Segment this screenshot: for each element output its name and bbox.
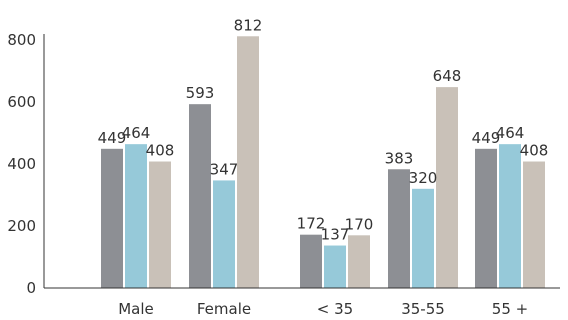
- bar: [499, 144, 521, 288]
- x-tick-label: 55 +: [492, 300, 528, 318]
- bar-value-label: 137: [321, 226, 350, 244]
- bar-value-label: 812: [234, 16, 263, 34]
- x-tick-label: < 35: [317, 300, 353, 318]
- bar: [412, 188, 434, 288]
- bar: [101, 148, 123, 288]
- y-tick-label: 0: [26, 279, 36, 297]
- value-labels-group: 4494644085933478121721371703833206484494…: [98, 16, 549, 243]
- bar-value-label: 347: [210, 160, 239, 178]
- x-tick-label: Male: [118, 300, 154, 318]
- bar-value-label: 172: [297, 215, 326, 233]
- bar: [189, 104, 211, 288]
- bar: [436, 87, 458, 289]
- bar: [348, 235, 370, 288]
- y-tick-label: 400: [7, 155, 36, 173]
- bar: [125, 144, 147, 288]
- y-tick-label: 200: [7, 217, 36, 235]
- bar: [149, 161, 171, 288]
- bar-value-label: 408: [520, 142, 549, 160]
- x-tick-label: Female: [197, 300, 251, 318]
- bar: [475, 148, 497, 288]
- x-axis: Male Female < 35 35-55 55 +: [118, 300, 528, 318]
- y-tick-label: 600: [7, 93, 36, 111]
- bars-group: [101, 36, 545, 289]
- bar: [324, 245, 346, 288]
- y-axis: 0 200 400 600 800: [7, 31, 36, 297]
- bar: [213, 180, 235, 288]
- bar-value-label: 383: [385, 149, 414, 167]
- bar: [388, 169, 410, 288]
- x-tick-label: 35-55: [401, 300, 445, 318]
- bar-value-label: 648: [433, 67, 462, 85]
- bar-value-label: 170: [345, 215, 374, 233]
- bar: [300, 234, 322, 288]
- bar-value-label: 449: [472, 129, 501, 147]
- bar-value-label: 464: [122, 124, 151, 142]
- bar: [523, 161, 545, 288]
- y-tick-label: 800: [7, 31, 36, 49]
- bar-value-label: 408: [146, 142, 175, 160]
- bar: [237, 36, 259, 288]
- bar-value-label: 449: [98, 129, 127, 147]
- bar-value-label: 320: [409, 169, 438, 187]
- bar-value-label: 593: [186, 84, 215, 102]
- bar-value-label: 464: [496, 124, 525, 142]
